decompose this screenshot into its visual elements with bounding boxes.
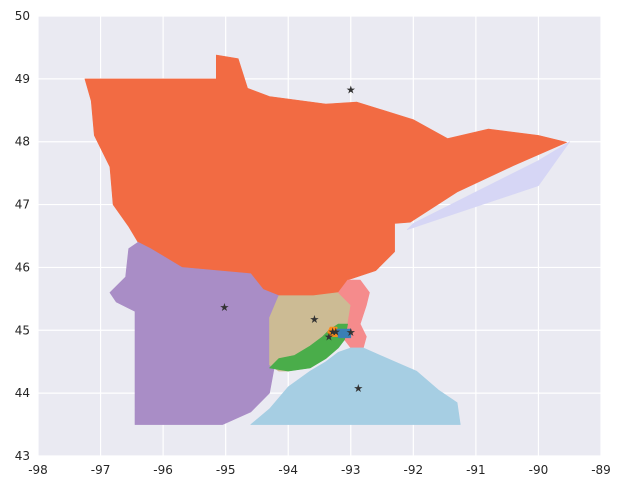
centroid-central-marker: ★ (310, 313, 320, 326)
y-tick-label: 43 (15, 449, 30, 463)
x-tick-label: -94 (278, 463, 298, 477)
y-tick-label: 46 (15, 260, 30, 274)
region-southeast (250, 347, 461, 425)
centroid-east-marker: ★ (346, 326, 356, 339)
y-tick-label: 50 (15, 9, 30, 23)
y-tick-label: 49 (15, 72, 30, 86)
y-tick-label: 45 (15, 323, 30, 337)
y-tick-label: 44 (15, 386, 30, 400)
centroid-north-marker: ★ (346, 84, 356, 97)
centroid-minneapolis-marker: ★ (328, 326, 338, 339)
region-north (84, 54, 567, 297)
axis-tick-labels: -98 -97 -96 -95 -94 -93 -92 -91 -90 -89 43 44 45 46 47… (15, 9, 611, 477)
region-southwest (109, 242, 280, 425)
centroid-southeast-marker: ★ (353, 382, 363, 395)
x-tick-label: -89 (591, 463, 611, 477)
y-tick-label: 47 (15, 198, 30, 212)
x-tick-label: -92 (404, 463, 424, 477)
centroid-metro-ring-marker: ★ (324, 331, 334, 344)
x-tick-label: -91 (466, 463, 486, 477)
x-tick-label: -93 (341, 463, 361, 477)
x-tick-label: -90 (529, 463, 549, 477)
region-lake-superior (406, 141, 571, 230)
x-tick-label: -98 (28, 463, 48, 477)
district-regions (84, 54, 571, 425)
centroid-markers: ★★★★★★★★ (219, 84, 363, 396)
y-tick-label: 48 (15, 135, 30, 149)
region-st-paul (336, 328, 352, 339)
centroid-st-paul-marker: ★ (331, 326, 341, 339)
x-tick-label: -96 (153, 463, 173, 477)
x-tick-label: -97 (91, 463, 111, 477)
centroid-southwest-marker: ★ (219, 301, 229, 314)
x-tick-label: -95 (216, 463, 236, 477)
region-minneapolis (327, 326, 339, 337)
